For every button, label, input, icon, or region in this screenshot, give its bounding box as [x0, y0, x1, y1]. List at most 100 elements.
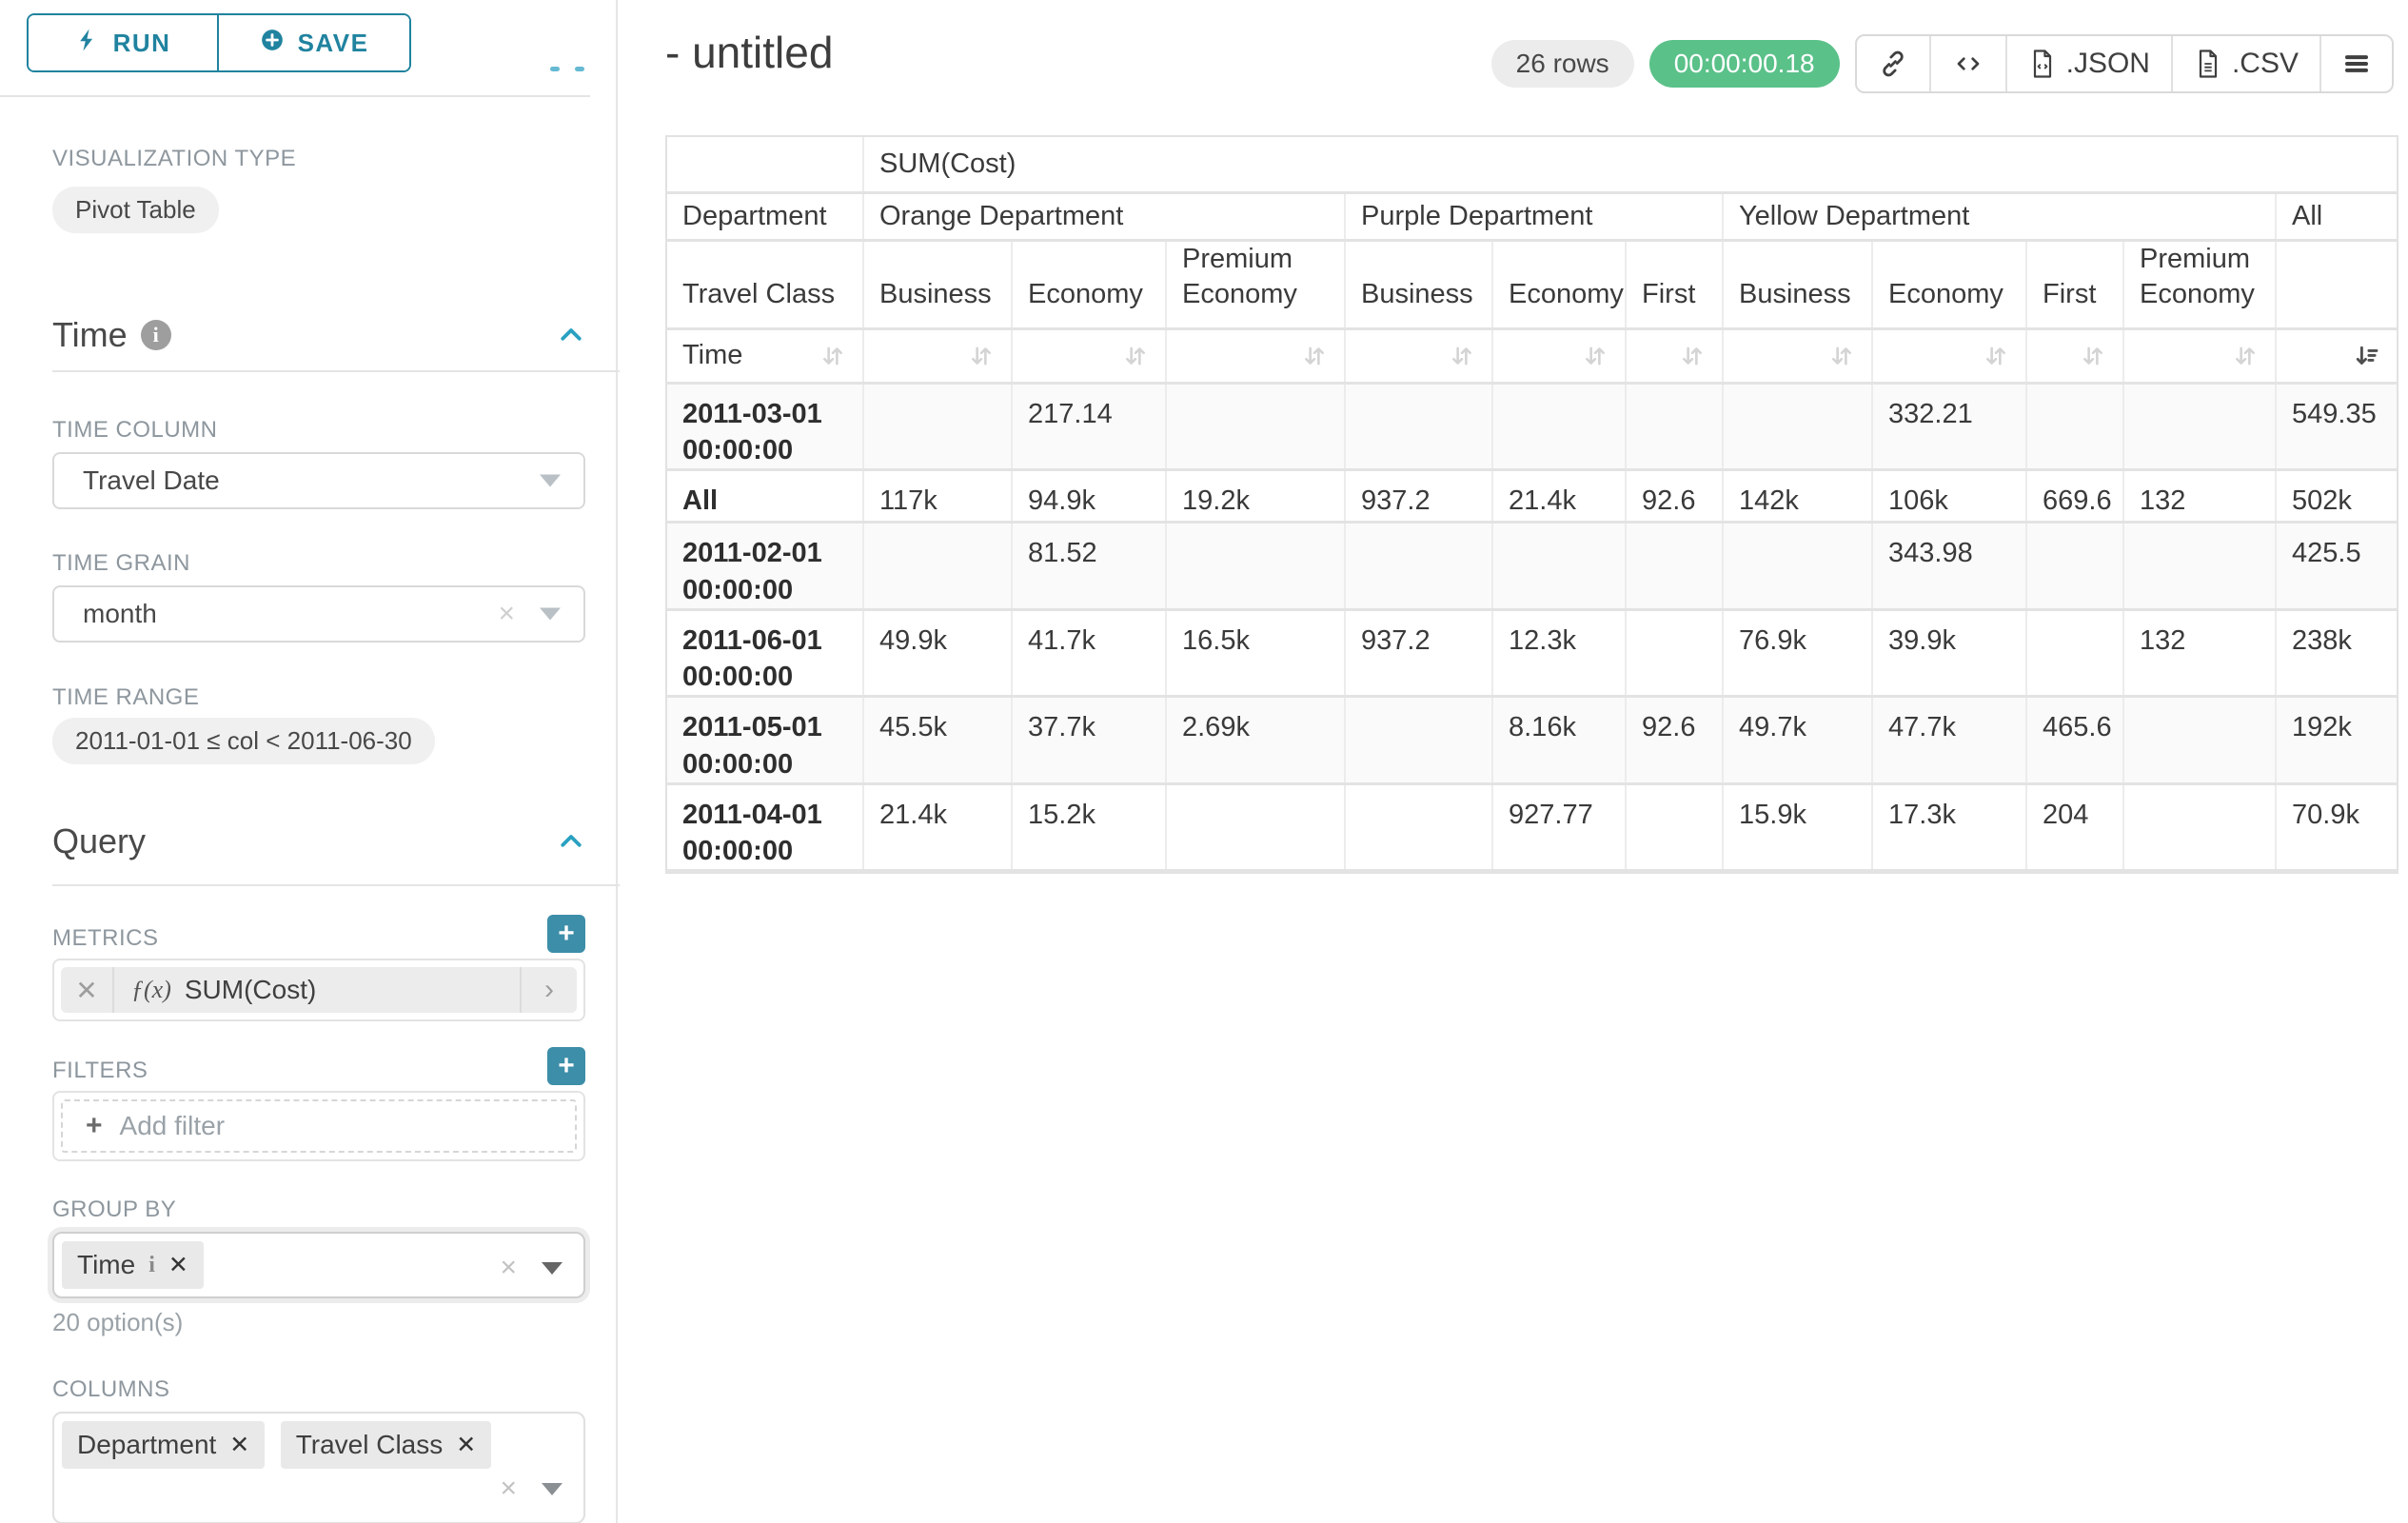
sort-icon[interactable]: [1121, 342, 1150, 370]
time-range-value[interactable]: 2011-01-01 ≤ col < 2011-06-30: [52, 718, 435, 764]
table-cell: [1626, 609, 1724, 699]
remove-metric-icon[interactable]: ✕: [61, 967, 114, 1013]
sort-cell-inner: [1182, 342, 1329, 370]
metric-header: SUM(Cost): [863, 137, 2398, 194]
sort-icon[interactable]: [819, 342, 847, 370]
clear-icon[interactable]: ×: [500, 1473, 517, 1504]
time-column-label: TIME COLUMN: [52, 417, 218, 443]
header-row: SUM(Cost): [667, 137, 2398, 194]
sort-cell: [2026, 328, 2124, 385]
plus-icon: +: [86, 1110, 103, 1141]
columns-select[interactable]: Department ✕ Travel Class ✕ ×: [52, 1412, 585, 1523]
time-grain-value: month: [83, 599, 157, 628]
save-button[interactable]: SAVE: [219, 15, 409, 70]
table-cell: 217.14: [1012, 383, 1167, 472]
export-json-button[interactable]: .JSON: [2004, 36, 2171, 91]
table-cell: [1345, 783, 1493, 873]
sort-icon[interactable]: [1448, 342, 1476, 370]
header-row: Department Orange Department Purple Depart…: [667, 192, 2398, 242]
chevron-up-icon[interactable]: [557, 827, 585, 856]
add-filter-plus-button[interactable]: +: [547, 1047, 585, 1085]
json-button-label: .JSON: [2065, 48, 2150, 79]
header-row: Travel Class Business Economy Premium Econo…: [667, 240, 2398, 330]
time-grain-select[interactable]: month ×: [52, 585, 585, 643]
sort-cell-inner: [1509, 342, 1609, 370]
lightning-icon: [75, 28, 100, 59]
table-cell: 669.6: [2026, 469, 2124, 524]
column-header: Economy: [1492, 240, 1627, 330]
sort-icon[interactable]: [1581, 342, 1609, 370]
table-row: 2011-04-01 00:00:00 21.4k 15.2k 927.77 15.9k…: [667, 783, 2398, 873]
chart-title[interactable]: - untitled: [665, 28, 834, 77]
remove-chip-icon[interactable]: ✕: [229, 1432, 250, 1458]
sort-icon[interactable]: [1678, 342, 1707, 370]
time-section-title: Time: [52, 315, 128, 354]
chevron-down-icon[interactable]: [542, 1261, 563, 1275]
query-timer-badge: 00:00:00.18: [1648, 40, 1840, 88]
table-cell: [1166, 383, 1346, 472]
sort-icon[interactable]: [1827, 342, 1856, 370]
sort-cell: [1166, 328, 1346, 385]
sort-cell-inner: [1642, 342, 1707, 370]
column-header: Economy: [1872, 240, 2027, 330]
table-cell: [1345, 522, 1493, 611]
chevron-right-icon[interactable]: ›: [520, 967, 577, 1013]
remove-chip-icon[interactable]: ✕: [456, 1432, 477, 1458]
row-label: All: [667, 469, 864, 524]
table-cell: 12.3k: [1492, 609, 1627, 699]
remove-chip-icon[interactable]: ✕: [168, 1252, 188, 1278]
table-cell: [2123, 783, 2277, 873]
table-cell: [863, 522, 1013, 611]
time-grain-label: TIME GRAIN: [52, 550, 191, 576]
chevron-up-icon[interactable]: [557, 321, 585, 349]
pivot-table-container: SUM(Cost) Department Orange Department Purp…: [665, 135, 2398, 875]
sort-cell-inner: [2043, 342, 2107, 370]
row-label: 2011-02-01 00:00:00: [667, 522, 864, 611]
add-metric-button[interactable]: +: [547, 915, 585, 953]
chip-label: Department: [77, 1430, 217, 1459]
sort-icon[interactable]: [967, 342, 996, 370]
table-cell: [1626, 383, 1724, 472]
add-filter-button[interactable]: + Add filter: [61, 1099, 577, 1153]
table-cell: 21.4k: [863, 783, 1013, 873]
sort-icon[interactable]: [2079, 342, 2107, 370]
table-cell: [1345, 383, 1493, 472]
table-cell: 15.9k: [1723, 783, 1873, 873]
columns-chip-department[interactable]: Department ✕: [62, 1421, 266, 1469]
table-cell: 204: [2026, 783, 2124, 873]
chevron-down-icon[interactable]: [540, 607, 561, 621]
columns-chip-travel-class[interactable]: Travel Class ✕: [280, 1421, 492, 1469]
sort-icon[interactable]: [1300, 342, 1329, 370]
sort-icon[interactable]: [1982, 342, 2010, 370]
chevron-down-icon[interactable]: [540, 474, 561, 487]
metric-chip[interactable]: ✕ ƒ(x) SUM(Cost) ›: [61, 967, 577, 1013]
metrics-label: METRICS: [52, 925, 159, 951]
chevron-down-icon[interactable]: [542, 1482, 563, 1495]
group-by-label: GROUP BY: [52, 1197, 177, 1222]
clear-icon[interactable]: ×: [498, 598, 515, 629]
table-cell: 502k: [2276, 469, 2398, 524]
table-cell: 332.21: [1872, 383, 2027, 472]
panel-handle-dots: [550, 67, 584, 71]
menu-button[interactable]: [2319, 36, 2392, 91]
export-csv-button[interactable]: .CSV: [2170, 36, 2319, 91]
clear-icon[interactable]: ×: [500, 1252, 517, 1283]
table-cell: 549.35: [2276, 383, 2398, 472]
controls-column: VISUALIZATION TYPE Pivot Table Time i TI…: [52, 0, 642, 1523]
sort-cell: [1345, 328, 1493, 385]
corner-department: Department: [667, 192, 864, 242]
group-by-select[interactable]: Time i ✕ ×: [52, 1232, 585, 1298]
column-header: Business: [1345, 240, 1493, 330]
sort-icon[interactable]: [2231, 342, 2260, 370]
table-cell: 142k: [1723, 469, 1873, 524]
view-query-button[interactable]: [1928, 36, 2005, 91]
csv-button-label: .CSV: [2231, 48, 2299, 79]
share-link-button[interactable]: [1856, 36, 1929, 91]
group-by-chip-time[interactable]: Time i ✕: [62, 1241, 204, 1289]
table-cell: 92.6: [1626, 469, 1724, 524]
sort-desc-icon[interactable]: [2353, 342, 2381, 370]
run-button[interactable]: RUN: [29, 15, 219, 70]
time-column-select[interactable]: Travel Date: [52, 452, 585, 509]
table-cell: 132: [2123, 609, 2277, 699]
viz-type-value[interactable]: Pivot Table: [52, 187, 219, 233]
